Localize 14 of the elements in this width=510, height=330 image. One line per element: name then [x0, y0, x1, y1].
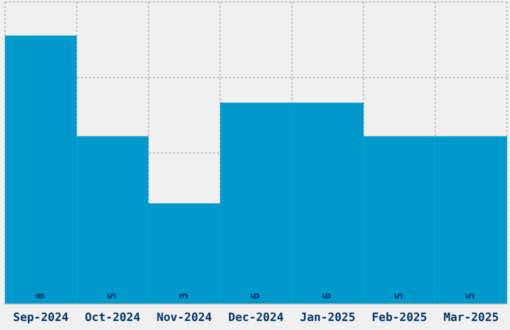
x-tick-label: Mar-2025	[443, 310, 499, 324]
data-label: 5	[392, 292, 406, 300]
data-label: 3	[177, 292, 190, 300]
data-label: 5	[464, 292, 478, 300]
data-label: 6	[320, 292, 334, 300]
data-label: 6	[249, 292, 262, 300]
data-label: 5	[106, 292, 119, 300]
x-tick-label: Feb-2025	[372, 310, 428, 324]
x-tick-label: Oct-2024	[84, 310, 140, 324]
x-tick-label: Sep-2024	[13, 310, 69, 324]
x-tick-label: Nov-2024	[156, 310, 212, 324]
data-label: 8	[34, 292, 47, 300]
x-tick-label: Dec-2024	[228, 310, 284, 324]
x-tick-label: Jan-2025	[300, 310, 356, 324]
